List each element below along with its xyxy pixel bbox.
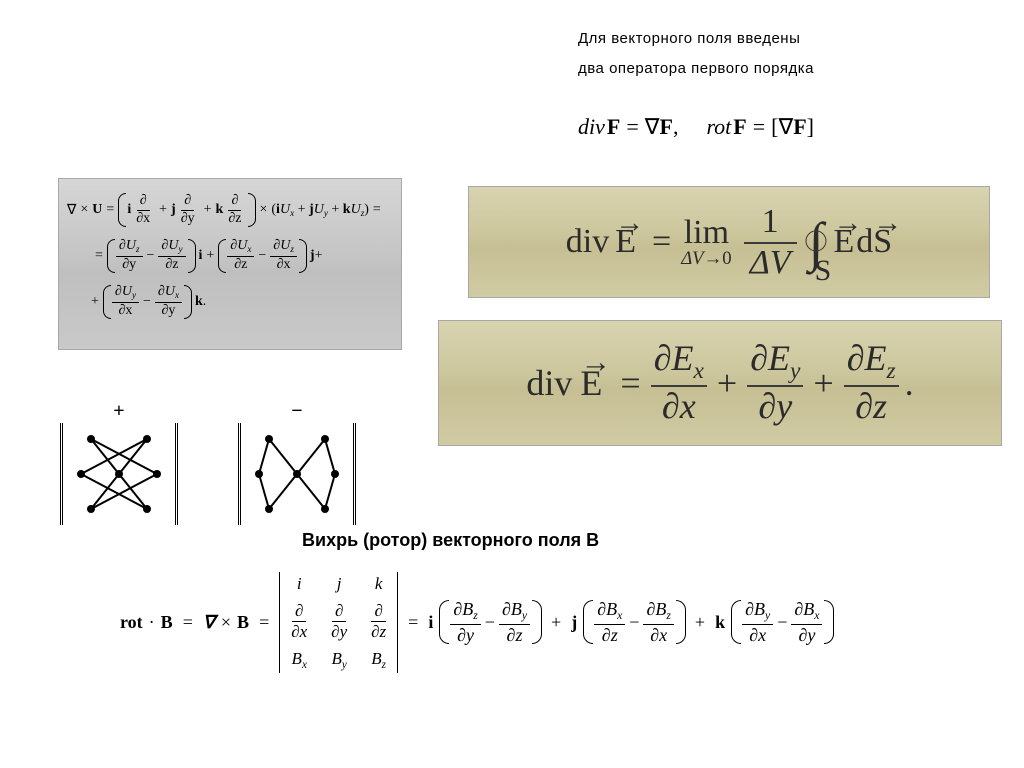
times: × <box>76 202 92 218</box>
rot: rot <box>120 612 143 633</box>
graph-plus-icon <box>69 429 169 519</box>
curl-line1: ∇ × U = i ∂ ∂x + j ∂ ∂y + <box>67 193 393 227</box>
paren-ijkdel: i ∂ ∂x + j ∂ ∂y + k ∂ ∂z <box>118 193 255 227</box>
term-k: ∂Uy∂x − ∂Ux∂y <box>103 285 191 319</box>
lbracket: [ <box>771 114 778 140</box>
div-limit-eq: div →E = lim ΔV→0 1 ΔV ∫S →E d →S <box>566 204 892 280</box>
nabla: ∇ <box>645 114 660 140</box>
rotor-equation: rot · B = ∇ × B = i j k ∂∂x ∂∂y ∂∂z Bx B… <box>120 572 833 673</box>
curl-line3: + ∂Uy∂x − ∂Ux∂y k . <box>67 285 393 319</box>
rotor-term-j: ∂Bx∂z − ∂Bz∂x <box>583 600 685 644</box>
rot-label: rot <box>706 114 731 140</box>
div: div <box>566 223 609 261</box>
div-cartesian-panel: div →E = ∂Ex ∂x + ∂Ey ∂y + ∂Ez ∂z . <box>438 320 1002 446</box>
minus-label: − <box>291 400 302 423</box>
comma: , <box>673 114 707 140</box>
dEx-dx: ∂Ex ∂x <box>651 340 707 426</box>
div-limit-panel: div →E = lim ΔV→0 1 ΔV ∫S →E d →S <box>468 186 990 298</box>
det-minus-box <box>238 423 356 525</box>
lim-block: lim ΔV→0 <box>681 216 731 269</box>
E-vec-2: →E <box>834 223 855 261</box>
F-symbol-2: F <box>659 114 672 140</box>
rotor-heading: Вихрь (ротор) векторного поля B <box>302 530 599 551</box>
lim-sub: ΔV→0 <box>681 250 731 269</box>
graph-minus-icon <box>247 429 347 519</box>
det-plus: + <box>60 400 178 525</box>
dEz-dz: ∂Ez ∂z <box>844 340 899 426</box>
d-dz: ∂ ∂z <box>225 194 244 226</box>
det-plus-box <box>60 423 178 525</box>
U: U <box>92 202 102 218</box>
rotor-determinant: i j k ∂∂x ∂∂y ∂∂z Bx By Bz <box>279 572 398 673</box>
eq-2: = <box>747 114 771 140</box>
rotor-term-i: ∂Bz∂y − ∂By∂z <box>439 600 541 644</box>
F-symbol-4: F <box>793 114 806 140</box>
plus-label: + <box>113 400 124 423</box>
rbracket: ] <box>807 114 814 140</box>
curl-line2: = ∂Uz∂y − ∂Uy∂z i + ∂Ux∂z − ∂Uz∂x j + <box>67 239 393 273</box>
header-line1: Для векторного поля введены <box>578 24 814 54</box>
header-line2: два оператора первого порядка <box>578 54 814 84</box>
E-vec: →E <box>615 223 636 261</box>
F-symbol: F <box>605 114 620 140</box>
F-symbol-3: F <box>731 114 746 140</box>
iUx: (iUx + jUy + kUz) <box>271 202 369 218</box>
nabla-2: ∇ <box>779 114 794 140</box>
det-minus: − <box>238 400 356 525</box>
rotor-term-k: ∂By∂x − ∂Bx∂y <box>731 600 833 644</box>
term-i: ∂Uz∂y − ∂Uy∂z <box>107 239 195 273</box>
operator-definitions: div F = ∇ F , rot F = [ ∇ F ] <box>578 114 814 140</box>
term-j: ∂Ux∂z − ∂Uz∂x <box>218 239 306 273</box>
eq: = <box>102 202 118 218</box>
d-dy: ∂ ∂y <box>178 194 198 226</box>
E-vec-3: →E <box>580 362 602 404</box>
nabla: ∇ <box>67 202 76 219</box>
div-cartesian-eq: div →E = ∂Ex ∂x + ∂Ey ∂y + ∂Ez ∂z . <box>526 340 913 426</box>
one-over-dV: 1 ΔV <box>744 204 797 280</box>
d-dx: ∂ ∂x <box>133 194 153 226</box>
S-vec: →S <box>873 223 892 261</box>
determinant-diagrams: + − <box>60 400 356 525</box>
surface-integral-icon: ∫S <box>809 215 824 269</box>
header-text: Для векторного поля введены два оператор… <box>578 24 814 84</box>
eq: = <box>620 114 644 140</box>
dEy-dy: ∂Ey ∂y <box>747 340 803 426</box>
div-label: div <box>578 114 605 140</box>
curl-expansion-panel: ∇ × U = i ∂ ∂x + j ∂ ∂y + <box>58 178 402 350</box>
